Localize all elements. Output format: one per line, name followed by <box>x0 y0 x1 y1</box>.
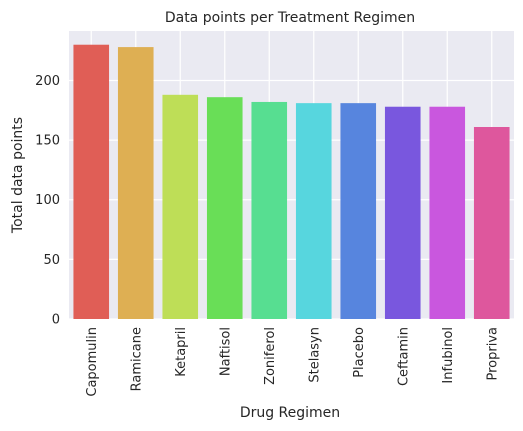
y-tick-label: 0 <box>52 313 60 328</box>
x-tick-label: Infubinol <box>441 327 456 384</box>
bar-stelasyn <box>296 103 332 319</box>
y-tick-label: 100 <box>35 193 60 208</box>
bar-propriva <box>474 127 510 319</box>
y-axis-ticks: 0 50 100 150 200 <box>35 74 60 328</box>
x-tick-label: Zoniferol <box>263 327 278 385</box>
chart-title: Data points per Treatment Regimen <box>165 10 415 26</box>
bar-capomulin <box>73 45 109 319</box>
y-tick-label: 200 <box>35 74 60 89</box>
y-tick-label: 150 <box>35 134 60 149</box>
x-tick-label: Ketapril <box>174 327 189 377</box>
x-tick-label: Stelasyn <box>307 327 322 383</box>
x-tick-label: Ramicane <box>129 327 144 391</box>
x-tick-label: Placebo <box>352 327 367 378</box>
bar-placebo <box>340 103 376 319</box>
x-tick-label: Ceftamin <box>396 327 411 386</box>
y-axis-label: Total data points <box>10 117 26 234</box>
bar-naftisol <box>207 97 243 319</box>
bar-ceftamin <box>385 107 421 319</box>
y-tick-label: 50 <box>43 253 60 268</box>
bar-ramicane <box>118 47 154 319</box>
bar-zoniferol <box>251 102 287 319</box>
bar-ketapril <box>162 95 198 319</box>
bar-infubinol <box>429 107 465 319</box>
x-axis-label: Drug Regimen <box>240 405 340 421</box>
x-tick-label: Capomulin <box>85 327 100 397</box>
x-tick-label: Naftisol <box>218 327 233 376</box>
x-axis-ticks: Capomulin Ramicane Ketapril Naftisol Zonifer… <box>85 327 501 397</box>
x-tick-label: Propriva <box>485 327 500 381</box>
